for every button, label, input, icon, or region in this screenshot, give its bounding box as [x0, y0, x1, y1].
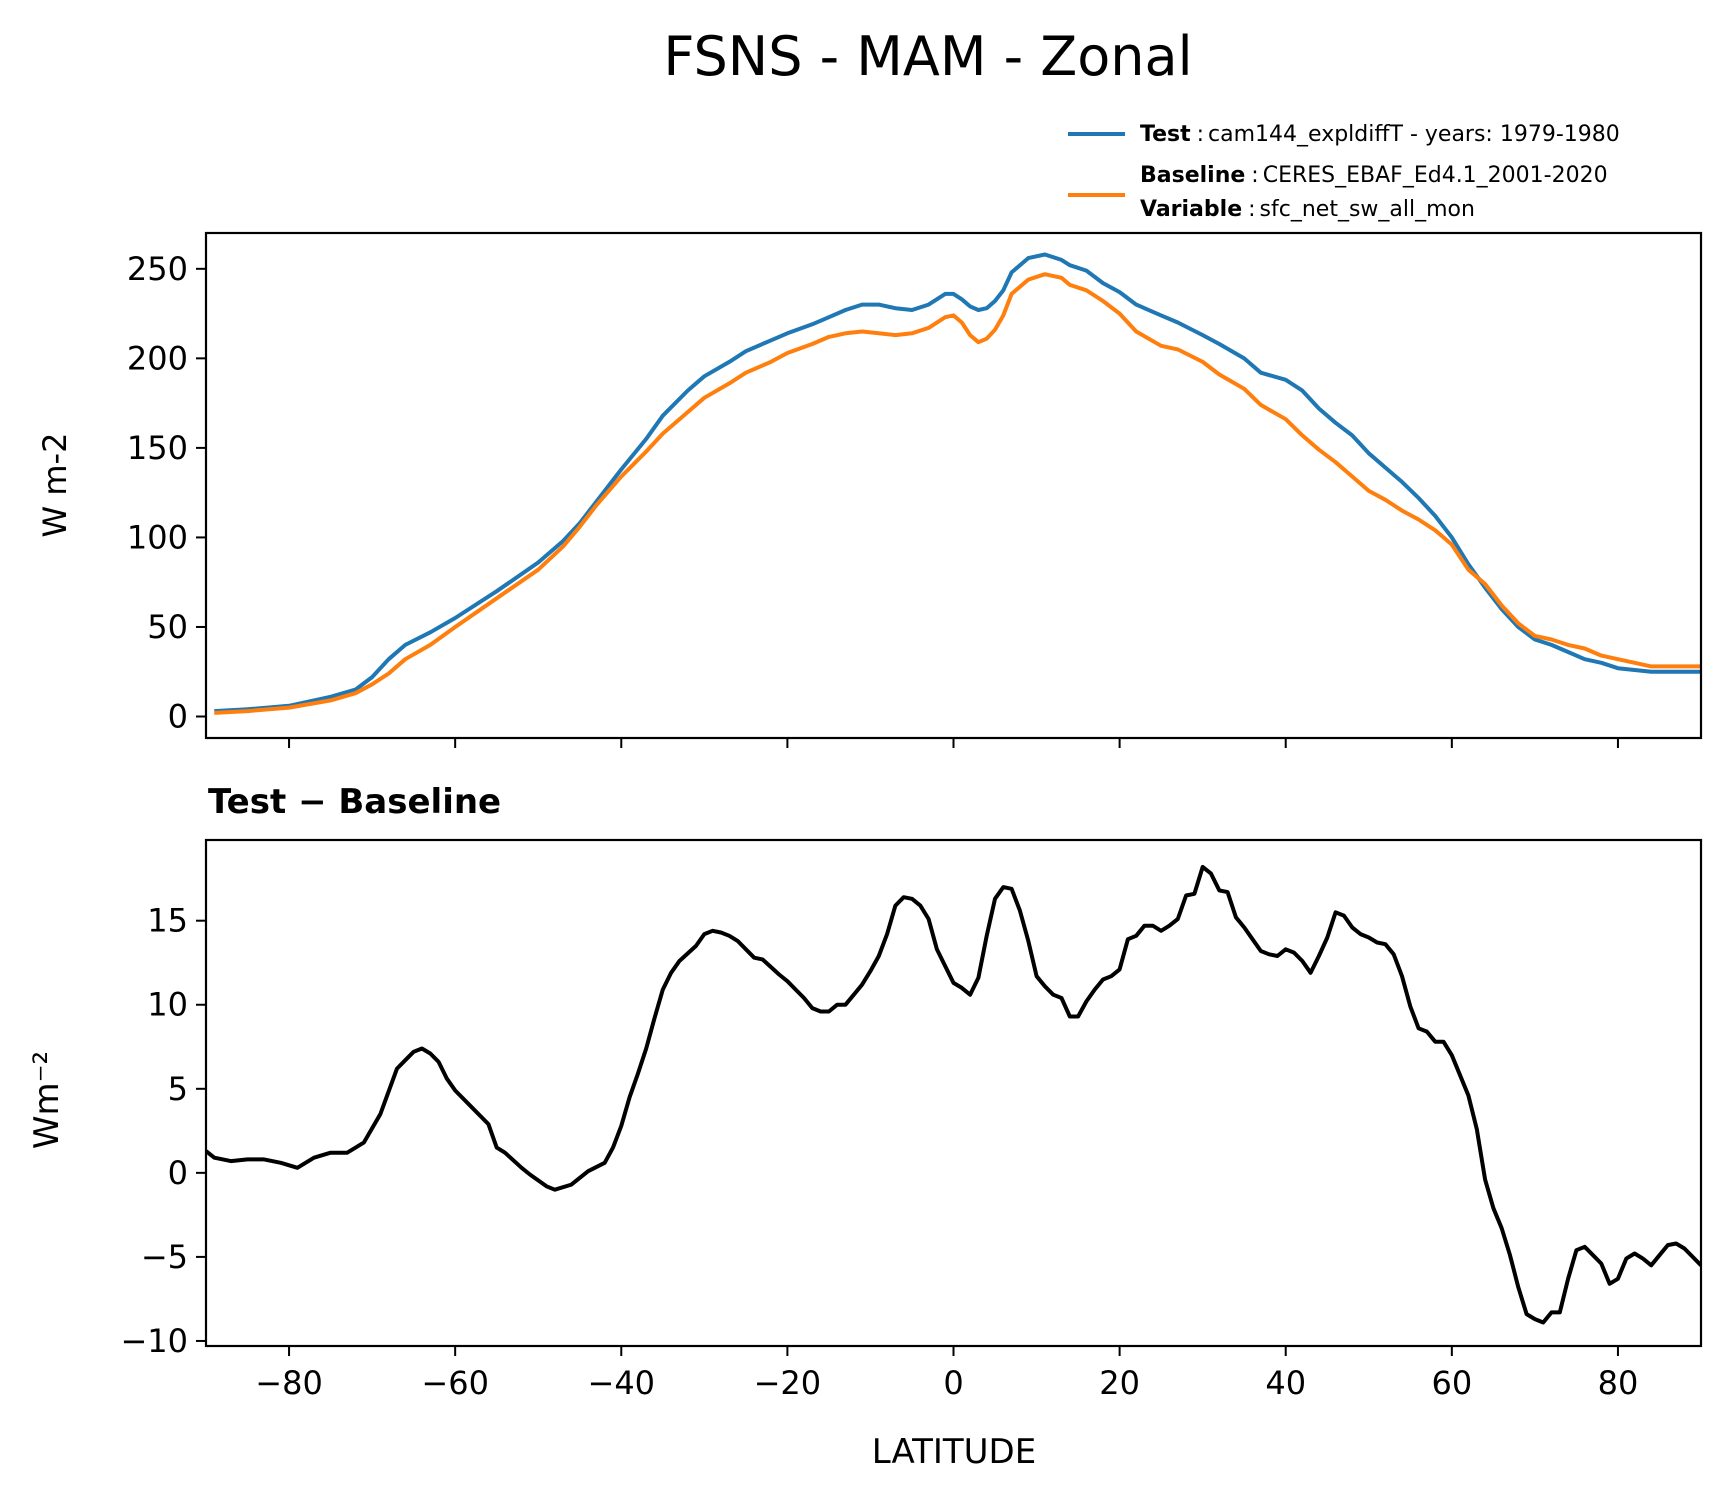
legend-baseline-entry: Baseline: CERES_EBAF_Ed4.1_2001-2020 — [1140, 163, 1608, 188]
legend-variable-sep: : — [1248, 197, 1255, 222]
bottom-x-tick-label: 60 — [1431, 1364, 1472, 1402]
bottom-y-tick-label: 15 — [147, 902, 188, 940]
top-y-tick-label: 150 — [127, 429, 188, 467]
bottom-panel: Test − Baseline −10 −5 0 5 10 15 −80 −60 −40 −20… — [27, 782, 1703, 1472]
figure-title: FSNS - MAM - Zonal — [663, 25, 1192, 88]
bottom-series — [206, 864, 1701, 1325]
top-series-line-baseline — [214, 272, 1701, 715]
bottom-y-tick-label: 0 — [168, 1154, 188, 1192]
legend-test-sep: : — [1197, 122, 1204, 147]
top-y-ticks: 0 50 100 150 200 250 — [127, 250, 206, 736]
legend-test-text: cam144_expldiffT - years: 1979-1980 — [1208, 122, 1620, 147]
legend-variable-entry: Variable: sfc_net_sw_all_mon — [1140, 197, 1475, 222]
bottom-x-tick-label: −40 — [588, 1364, 656, 1402]
top-y-tick-label: 0 — [168, 698, 188, 736]
bottom-series-line-test-baseline — [206, 864, 1701, 1325]
bottom-x-tick-label: 0 — [943, 1364, 963, 1402]
bottom-x-tick-label: 20 — [1099, 1364, 1140, 1402]
bottom-y-axis-label: Wm⁻² — [27, 1051, 67, 1149]
top-series — [214, 252, 1701, 715]
legend-baseline-sep: : — [1251, 163, 1258, 188]
bottom-x-tick-label: −60 — [421, 1364, 489, 1402]
bottom-x-tick-label: −20 — [754, 1364, 822, 1402]
top-y-axis-label: W m-2 — [36, 433, 74, 538]
top-y-tick-label: 250 — [127, 250, 188, 288]
top-plot-frame — [204, 231, 1703, 740]
bottom-plot-frame — [204, 838, 1703, 1348]
bottom-y-tick-label: −10 — [120, 1322, 188, 1360]
legend-baseline-label: Baseline — [1140, 163, 1245, 188]
legend-test-label: Test — [1140, 122, 1191, 147]
legend-baseline-text: CERES_EBAF_Ed4.1_2001-2020 — [1263, 163, 1608, 188]
bottom-y-tick-label: 10 — [147, 986, 188, 1024]
top-y-tick-label: 50 — [147, 608, 188, 646]
x-axis-label: LATITUDE — [872, 1432, 1036, 1472]
legend-variable-label: Variable — [1140, 197, 1242, 222]
top-panel: 0 50 100 150 200 250 W m-2 — [36, 231, 1703, 748]
legend: Test: cam144_expldiffT - years: 1979-1980… — [1068, 122, 1620, 222]
top-y-tick-label: 200 — [127, 339, 188, 377]
legend-test-entry: Test: cam144_expldiffT - years: 1979-1980 — [1140, 122, 1620, 147]
top-x-ticks — [288, 738, 1619, 748]
bottom-y-ticks: −10 −5 0 5 10 15 — [120, 902, 206, 1360]
bottom-x-ticks: −80 −60 −40 −20 0 20 40 60 80 — [255, 1346, 1638, 1402]
bottom-y-tick-label: −5 — [141, 1238, 188, 1276]
legend-variable-text: sfc_net_sw_all_mon — [1260, 197, 1475, 222]
bottom-x-tick-label: 40 — [1265, 1364, 1306, 1402]
bottom-y-tick-label: 5 — [168, 1070, 188, 1108]
bottom-panel-title: Test − Baseline — [208, 782, 501, 822]
bottom-x-tick-label: −80 — [255, 1364, 323, 1402]
bottom-x-tick-label: 80 — [1598, 1364, 1639, 1402]
top-y-tick-label: 100 — [127, 518, 188, 556]
